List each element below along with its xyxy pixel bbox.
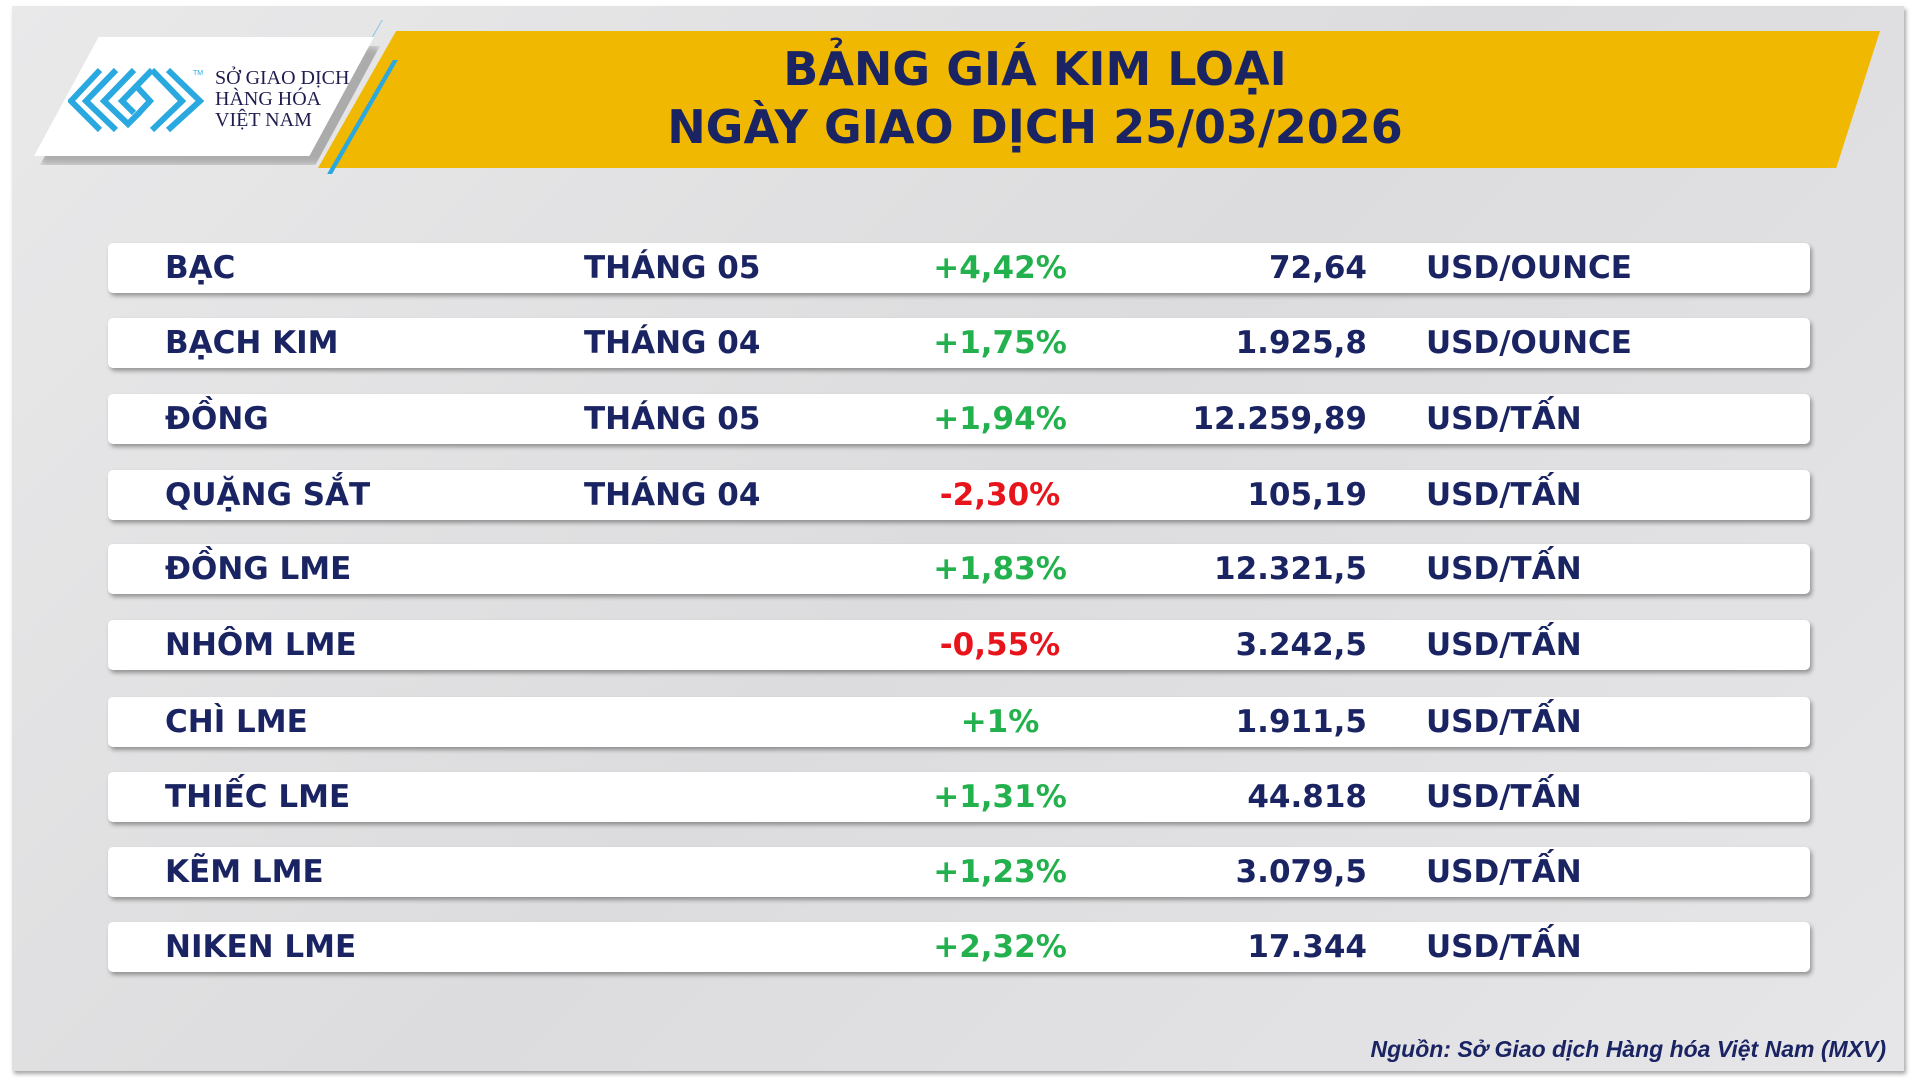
contract-month: THÁNG 04 [584,477,761,513]
mxv-logo-icon [68,67,204,133]
logo-text: SỞ GIAO DỊCH HÀNG HÓA VIỆT NAM [215,68,349,131]
unit: USD/TẤN [1426,704,1582,740]
price: 44.818 [1247,779,1367,815]
change-percent: -0,55% [939,627,1061,663]
table-row: BẠC THÁNG 05 +4,42% 72,64 USD/OUNCE [108,243,1810,293]
price: 72,64 [1268,250,1367,286]
unit: USD/TẤN [1426,401,1582,437]
table-row: KẼM LME +1,23% 3.079,5 USD/TẤN [108,847,1810,897]
change-percent: +1,23% [933,854,1067,890]
change-percent: +1,83% [933,551,1067,587]
metal-name: QUẶNG SẮT [165,477,371,513]
unit: USD/TẤN [1426,477,1582,513]
contract-month: THÁNG 05 [584,250,761,286]
change-percent: +1% [960,704,1040,740]
price: 105,19 [1247,477,1367,513]
table-row: NHÔM LME -0,55% 3.242,5 USD/TẤN [108,620,1810,670]
metal-name: ĐỒNG [165,401,269,437]
price: 1.911,5 [1235,704,1367,740]
price: 12.321,5 [1214,551,1367,587]
metal-name: NHÔM LME [165,627,357,663]
table-row: BẠCH KIM THÁNG 04 +1,75% 1.925,8 USD/OUNCE [108,318,1810,368]
unit: USD/TẤN [1426,929,1582,965]
table-row: QUẶNG SẮT THÁNG 04 -2,30% 105,19 USD/TẤN [108,470,1810,520]
metal-name: KẼM LME [165,854,324,890]
metal-name: BẠC [165,250,236,286]
price: 1.925,8 [1235,325,1367,361]
title-line-2: NGÀY GIAO DỊCH 25/03/2026 [667,100,1403,154]
page-title: BẢNG GIÁ KIM LOẠI NGÀY GIAO DỊCH 25/03/2… [318,40,1752,156]
unit: USD/TẤN [1426,779,1582,815]
table-row: THIẾC LME +1,31% 44.818 USD/TẤN [108,772,1810,822]
unit: USD/TẤN [1426,551,1582,587]
change-percent: +2,32% [933,929,1067,965]
logo-line-3: VIỆT NAM [215,109,312,131]
metal-name: ĐỒNG LME [165,551,352,587]
metal-name: BẠCH KIM [165,325,339,361]
trademark: TM [193,70,204,77]
logo-line-1: SỞ GIAO DỊCH [215,67,350,89]
contract-month: THÁNG 04 [584,325,761,361]
logo-line-2: HÀNG HÓA [215,88,322,110]
change-percent: +1,75% [933,325,1067,361]
metal-name: NIKEN LME [165,929,357,965]
price: 3.242,5 [1235,627,1367,663]
change-percent: +1,94% [933,401,1067,437]
table-row: NIKEN LME +2,32% 17.344 USD/TẤN [108,922,1810,972]
metal-name: CHÌ LME [165,704,308,740]
price: 3.079,5 [1235,854,1367,890]
change-percent: +4,42% [933,250,1067,286]
change-percent: +1,31% [933,779,1067,815]
table-row: ĐỒNG THÁNG 05 +1,94% 12.259,89 USD/TẤN [108,394,1810,444]
price: 17.344 [1247,929,1367,965]
unit: USD/OUNCE [1426,325,1632,361]
contract-month: THÁNG 05 [584,401,761,437]
unit: USD/OUNCE [1426,250,1632,286]
change-percent: -2,30% [939,477,1061,513]
price: 12.259,89 [1192,401,1367,437]
title-line-1: BẢNG GIÁ KIM LOẠI [783,42,1287,96]
title-banner [318,31,1880,168]
source-note: Nguồn: Sở Giao dịch Hàng hóa Việt Nam (M… [1370,1036,1886,1062]
table-row: CHÌ LME +1% 1.911,5 USD/TẤN [108,697,1810,747]
metal-name: THIẾC LME [165,779,351,815]
unit: USD/TẤN [1426,627,1582,663]
unit: USD/TẤN [1426,854,1582,890]
table-row: ĐỒNG LME +1,83% 12.321,5 USD/TẤN [108,544,1810,594]
